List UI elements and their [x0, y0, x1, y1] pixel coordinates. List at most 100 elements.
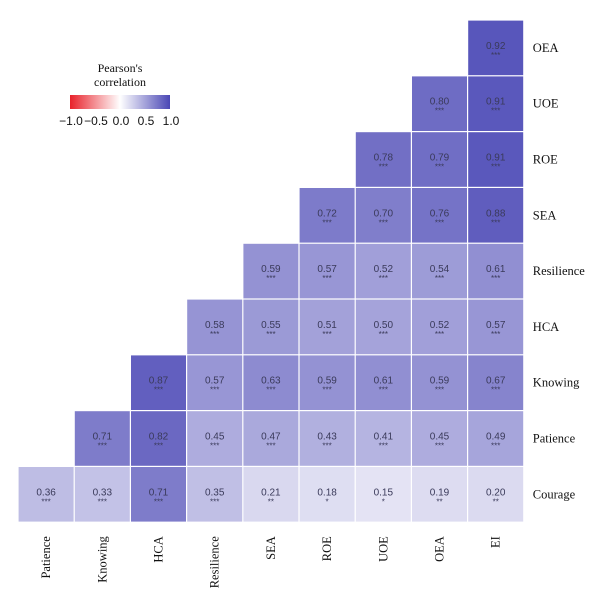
- heatmap-cell-Patience-EI: 0.49***: [468, 411, 524, 466]
- row-label-Patience: Patience: [533, 432, 576, 446]
- cell-rect: [243, 355, 299, 410]
- cell-significance-label: ***: [41, 497, 50, 506]
- column-label-HCA: HCA: [152, 536, 166, 562]
- heatmap-cell-UOE-EI: 0.91***: [468, 76, 524, 131]
- cell-significance-label: ***: [210, 386, 219, 395]
- heatmap-cell-Knowing-HCA: 0.87***: [131, 355, 186, 410]
- legend-tick-3: 0.5: [138, 114, 155, 128]
- heatmap-cell-Knowing-OEA: 0.59***: [412, 355, 467, 410]
- cell-rect: [18, 467, 74, 522]
- cell-value-label: 0.43: [317, 432, 337, 443]
- cell-significance-label: ***: [266, 442, 275, 451]
- heatmap-cell-Patience-Resilience: 0.45***: [187, 411, 243, 466]
- cell-value-label: 0.71: [93, 432, 113, 443]
- cell-significance-label: ***: [435, 442, 444, 451]
- row-label-Resilience: Resilience: [533, 264, 586, 278]
- cell-rect: [468, 20, 524, 76]
- cell-significance-label: ***: [154, 442, 163, 451]
- cell-value-label: 0.58: [205, 320, 225, 331]
- cell-rect: [412, 132, 467, 187]
- column-label-EI: EI: [489, 536, 503, 548]
- cell-value-label: 0.78: [374, 153, 394, 164]
- row-label-HCA: HCA: [533, 320, 559, 334]
- cell-significance-label: ***: [322, 330, 331, 339]
- cell-rect: [243, 243, 299, 299]
- cell-rect: [243, 299, 299, 355]
- cell-rect: [412, 299, 467, 355]
- cell-significance-label: ***: [435, 330, 444, 339]
- heatmap-cell-Knowing-ROE: 0.59***: [299, 355, 355, 410]
- cell-significance-label: ***: [435, 163, 444, 172]
- cell-rect: [468, 467, 524, 522]
- cell-rect: [468, 299, 524, 355]
- cell-rect: [131, 355, 186, 410]
- cell-rect: [468, 243, 524, 299]
- cell-rect: [355, 355, 411, 410]
- cell-rect: [187, 355, 243, 410]
- cell-value-label: 0.61: [374, 376, 394, 387]
- heatmap-cell-SEA-UOE: 0.70***: [355, 188, 411, 243]
- heatmap-cell-Resilience-EI: 0.61***: [468, 243, 524, 299]
- cell-value-label: 0.79: [430, 153, 450, 164]
- cell-value-label: 0.47: [261, 432, 281, 443]
- cell-significance-label: ***: [491, 330, 500, 339]
- heatmap-cell-Patience-UOE: 0.41***: [355, 411, 411, 466]
- heatmap-cell-HCA-OEA: 0.52***: [412, 299, 467, 355]
- cell-rect: [131, 411, 186, 466]
- heatmap-cell-Patience-OEA: 0.45***: [412, 411, 467, 466]
- heatmap-cell-Patience-HCA: 0.82***: [131, 411, 186, 466]
- heatmap-cell-Knowing-Resilience: 0.57***: [187, 355, 243, 410]
- column-label-SEA: SEA: [264, 536, 278, 560]
- cell-significance-label: ***: [266, 274, 275, 283]
- cell-rect: [355, 299, 411, 355]
- cell-significance-label: ***: [435, 107, 444, 116]
- cell-rect: [412, 467, 467, 522]
- cell-value-label: 0.20: [486, 487, 506, 498]
- legend-tick-4: 1.0: [163, 114, 180, 128]
- cell-rect: [355, 243, 411, 299]
- heatmap-cell-Resilience-OEA: 0.54***: [412, 243, 467, 299]
- cell-rect: [74, 411, 130, 466]
- row-label-ROE: ROE: [533, 153, 558, 167]
- cell-value-label: 0.63: [261, 376, 281, 387]
- column-label-ROE: ROE: [320, 536, 334, 561]
- cell-significance-label: ***: [322, 386, 331, 395]
- row-label-SEA: SEA: [533, 208, 557, 222]
- cell-value-label: 0.52: [374, 264, 394, 275]
- cell-rect: [243, 467, 299, 522]
- heatmap-cell-HCA-SEA: 0.55***: [243, 299, 299, 355]
- heatmap-cell-ROE-EI: 0.91***: [468, 132, 524, 187]
- cell-significance-label: ***: [322, 274, 331, 283]
- heatmap-cell-Patience-SEA: 0.47***: [243, 411, 299, 466]
- legend-tick-1: −0.5: [84, 114, 108, 128]
- cell-value-label: 0.92: [486, 41, 506, 52]
- cell-value-label: 0.33: [93, 487, 113, 498]
- cell-rect: [355, 188, 411, 243]
- cell-significance-label: **: [436, 497, 442, 506]
- cell-rect: [74, 467, 130, 522]
- cell-significance-label: ***: [491, 386, 500, 395]
- legend-title-line2: correlation: [94, 75, 146, 89]
- heatmap-cell-Knowing-UOE: 0.61***: [355, 355, 411, 410]
- cell-significance-label: ***: [491, 442, 500, 451]
- heatmap-cell-SEA-EI: 0.88***: [468, 188, 524, 243]
- heatmap-cell-Courage-SEA: 0.21**: [243, 467, 299, 522]
- cell-significance-label: ***: [266, 386, 275, 395]
- cell-value-label: 0.70: [374, 208, 394, 219]
- column-label-Resilience: Resilience: [208, 536, 222, 589]
- cell-rect: [355, 467, 411, 522]
- cell-rect: [299, 467, 355, 522]
- heatmap-cell-Patience-ROE: 0.43***: [299, 411, 355, 466]
- cell-significance-label: ***: [379, 163, 388, 172]
- heatmap-cell-Courage-EI: 0.20**: [468, 467, 524, 522]
- heatmap-cell-Courage-HCA: 0.71***: [131, 467, 186, 522]
- cell-value-label: 0.57: [317, 264, 337, 275]
- heatmap-cell-HCA-Resilience: 0.58***: [187, 299, 243, 355]
- cell-rect: [468, 132, 524, 187]
- cell-value-label: 0.45: [205, 432, 225, 443]
- cell-value-label: 0.72: [317, 208, 337, 219]
- cell-value-label: 0.82: [149, 432, 169, 443]
- cell-significance-label: ***: [491, 107, 500, 116]
- cell-significance-label: ***: [379, 330, 388, 339]
- cell-significance-label: *: [326, 497, 329, 506]
